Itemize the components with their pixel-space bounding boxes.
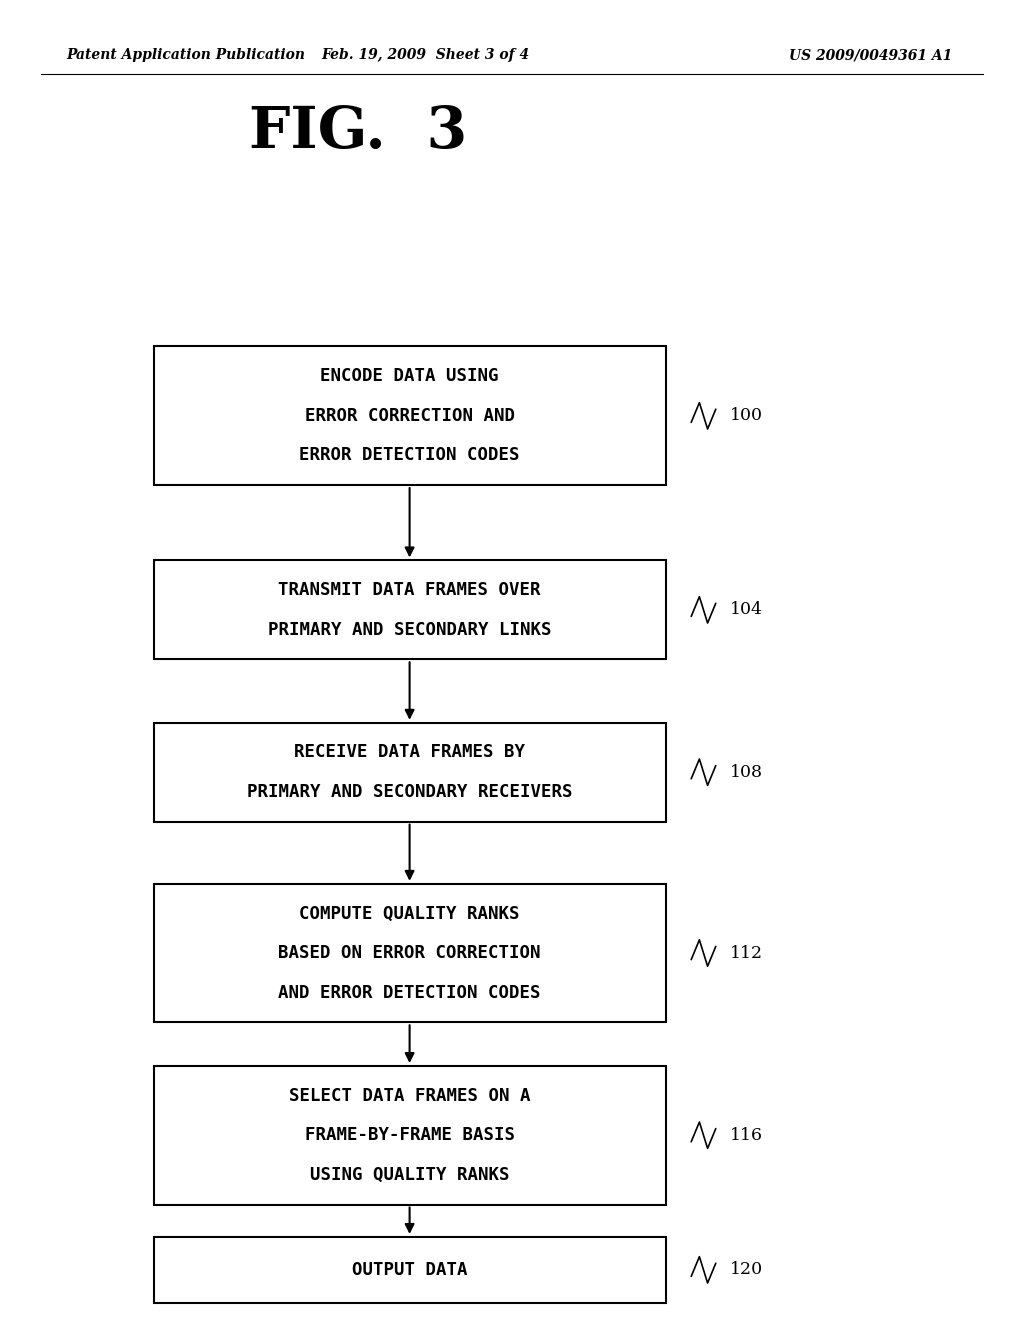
Text: SELECT DATA FRAMES ON A: SELECT DATA FRAMES ON A bbox=[289, 1086, 530, 1105]
Text: PRIMARY AND SECONDARY RECEIVERS: PRIMARY AND SECONDARY RECEIVERS bbox=[247, 783, 572, 801]
Text: 108: 108 bbox=[730, 764, 763, 780]
Bar bbox=[154, 884, 666, 1022]
Text: RECEIVE DATA FRAMES BY: RECEIVE DATA FRAMES BY bbox=[294, 743, 525, 762]
Text: 100: 100 bbox=[730, 408, 763, 424]
Text: Feb. 19, 2009  Sheet 3 of 4: Feb. 19, 2009 Sheet 3 of 4 bbox=[321, 49, 529, 62]
Bar bbox=[154, 346, 666, 484]
Text: TRANSMIT DATA FRAMES OVER: TRANSMIT DATA FRAMES OVER bbox=[279, 581, 541, 599]
Text: OUTPUT DATA: OUTPUT DATA bbox=[352, 1261, 467, 1279]
Bar bbox=[154, 722, 666, 821]
Text: AND ERROR DETECTION CODES: AND ERROR DETECTION CODES bbox=[279, 983, 541, 1002]
Text: USING QUALITY RANKS: USING QUALITY RANKS bbox=[310, 1166, 509, 1184]
Text: 104: 104 bbox=[730, 602, 763, 618]
Bar bbox=[154, 560, 666, 659]
Text: 120: 120 bbox=[730, 1262, 763, 1278]
Text: BASED ON ERROR CORRECTION: BASED ON ERROR CORRECTION bbox=[279, 944, 541, 962]
Text: ENCODE DATA USING: ENCODE DATA USING bbox=[321, 367, 499, 385]
Text: 116: 116 bbox=[730, 1127, 763, 1143]
Text: PRIMARY AND SECONDARY LINKS: PRIMARY AND SECONDARY LINKS bbox=[268, 620, 551, 639]
Text: ERROR DETECTION CODES: ERROR DETECTION CODES bbox=[299, 446, 520, 465]
Text: 112: 112 bbox=[730, 945, 763, 961]
Text: ERROR CORRECTION AND: ERROR CORRECTION AND bbox=[304, 407, 515, 425]
Text: COMPUTE QUALITY RANKS: COMPUTE QUALITY RANKS bbox=[299, 904, 520, 923]
Text: FIG.  3: FIG. 3 bbox=[249, 104, 468, 160]
Bar bbox=[154, 1067, 666, 1204]
Bar bbox=[154, 1237, 666, 1303]
Text: FRAME-BY-FRAME BASIS: FRAME-BY-FRAME BASIS bbox=[304, 1126, 515, 1144]
Text: US 2009/0049361 A1: US 2009/0049361 A1 bbox=[790, 49, 952, 62]
Text: Patent Application Publication: Patent Application Publication bbox=[67, 49, 305, 62]
